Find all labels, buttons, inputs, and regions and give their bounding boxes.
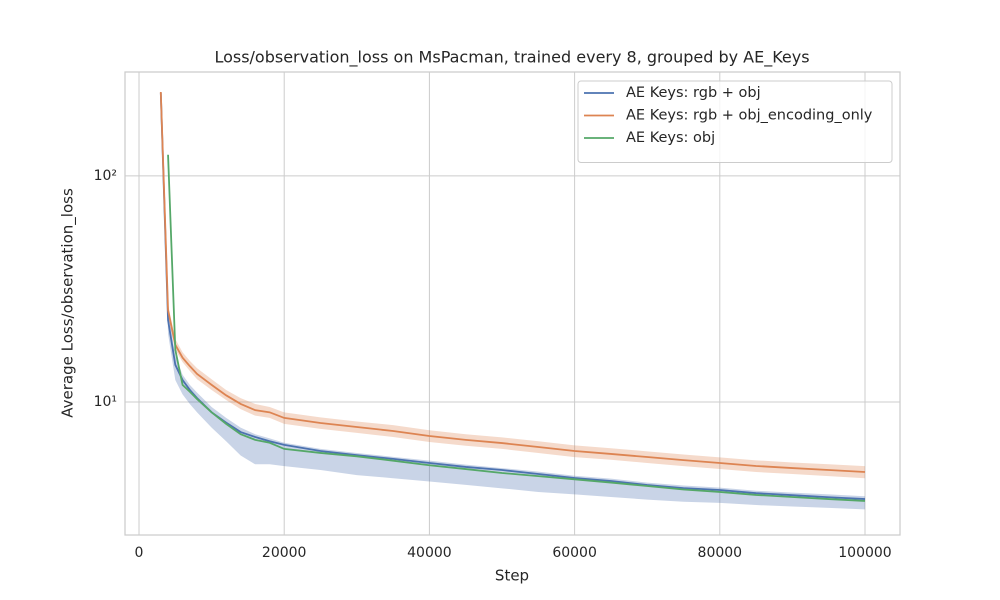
x-tick-label: 100000	[838, 545, 891, 561]
series-line	[159, 92, 866, 500]
series-line	[167, 154, 866, 502]
y-tick-label: 10²	[94, 168, 117, 184]
y-axis-label: Average Loss/observation_loss	[59, 188, 78, 418]
y-tick-label: 10¹	[94, 394, 117, 410]
legend-label: AE Keys: obj	[626, 130, 715, 146]
series-line	[159, 91, 866, 473]
x-tick-label: 40000	[407, 545, 452, 561]
legend-label: AE Keys: rgb + obj_encoding_only	[626, 108, 873, 124]
x-tick-label: 0	[135, 545, 144, 561]
x-tick-label: 20000	[262, 545, 307, 561]
plot-border	[124, 71, 901, 536]
legend-label: AE Keys: rgb + obj	[626, 85, 761, 101]
x-tick-label: 60000	[552, 545, 597, 561]
legend-box	[577, 80, 893, 163]
x-tick-label: 80000	[698, 545, 743, 561]
x-axis-label: Step	[495, 567, 529, 585]
chart-title: Loss/observation_loss on MsPacman, train…	[214, 48, 809, 68]
